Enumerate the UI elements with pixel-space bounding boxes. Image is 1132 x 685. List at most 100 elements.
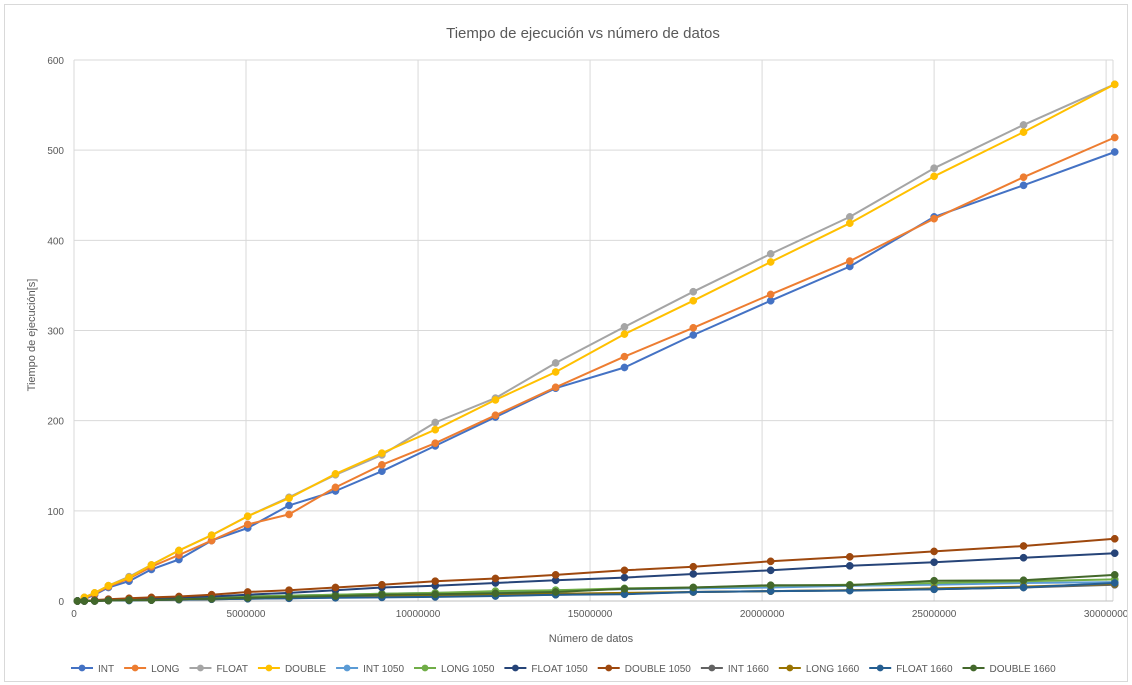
data-point [378, 460, 386, 469]
legend-swatch-marker [197, 664, 204, 672]
data-point [378, 580, 386, 589]
data-point [689, 331, 698, 339]
data-point [147, 561, 156, 569]
data-point [90, 597, 99, 605]
legend-label: LONG 1660 [806, 664, 860, 675]
data-point [1110, 133, 1119, 142]
legend-label: FLOAT 1660 [896, 664, 953, 675]
series-double [73, 80, 1119, 605]
data-point [551, 359, 560, 367]
series-line [77, 151, 1116, 602]
legend-label: DOUBLE 1050 [625, 664, 692, 675]
data-point [243, 512, 252, 521]
legend-swatch-marker [421, 664, 429, 672]
data-point [491, 574, 500, 583]
legend-swatch-marker [786, 664, 794, 672]
data-point [175, 546, 183, 555]
y-tick-label: 600 [47, 56, 64, 67]
data-point [285, 510, 293, 519]
plot-series [73, 80, 1119, 605]
data-point [378, 449, 386, 457]
data-point [620, 584, 629, 593]
series-float-1050 [73, 549, 1119, 605]
legend-item: LONG [124, 664, 180, 675]
data-point [766, 566, 775, 575]
data-point [930, 164, 938, 173]
data-point [431, 577, 440, 586]
y-axis-title: Tiempo de ejecución[s] [26, 279, 38, 392]
data-point [551, 368, 560, 376]
legend-item: DOUBLE [257, 664, 326, 675]
data-point [1110, 549, 1119, 558]
data-point [689, 583, 698, 592]
data-point [331, 592, 340, 600]
data-point [104, 581, 113, 590]
data-point [125, 596, 133, 604]
data-point [491, 396, 500, 404]
data-point [243, 520, 252, 529]
data-point [930, 172, 938, 181]
data-point [431, 439, 440, 448]
legend-swatch-marker [78, 664, 86, 672]
data-point [1110, 148, 1119, 156]
data-point [207, 531, 216, 540]
legend-label: INT 1660 [728, 664, 769, 675]
series-line [76, 83, 1116, 602]
legend-item: FLOAT 1660 [869, 664, 953, 675]
legend-label: DOUBLE [285, 664, 326, 675]
data-point [331, 483, 340, 492]
data-point [620, 363, 629, 372]
legend-label: INT 1050 [363, 664, 404, 675]
legend-item: FLOAT 1050 [504, 664, 588, 675]
data-point [845, 257, 854, 265]
chart-frame: Tiempo de ejecución vs número de datos 0… [4, 4, 1128, 682]
series-int [73, 148, 1119, 605]
data-point [331, 470, 340, 478]
data-point [930, 585, 938, 594]
data-point [431, 425, 440, 434]
data-point [125, 573, 133, 582]
legend-item: FLOAT [189, 664, 248, 675]
chart-title: Tiempo de ejecución vs número de datos [446, 25, 720, 42]
data-point [1019, 553, 1028, 562]
legend-swatch-marker [343, 664, 351, 672]
y-tick-label: 200 [47, 417, 64, 428]
data-point [1110, 534, 1119, 543]
data-point [766, 581, 775, 590]
y-tick-label: 500 [47, 146, 64, 157]
data-point [689, 323, 698, 332]
data-point [1019, 576, 1028, 585]
data-point [285, 593, 293, 601]
data-point [845, 561, 854, 570]
legend-item: LONG 1660 [778, 664, 860, 675]
y-tick-label: 0 [58, 597, 64, 608]
data-point [930, 576, 938, 585]
x-tick-label: 30000000 [1084, 609, 1127, 620]
legend-label: DOUBLE 1660 [990, 664, 1057, 675]
data-point [80, 597, 89, 605]
data-point [243, 593, 252, 602]
data-point [1110, 579, 1119, 587]
x-tick-label: 10000000 [396, 609, 441, 620]
legend-swatch-marker [876, 664, 884, 672]
chart-svg: Tiempo de ejecución vs número de datos 0… [26, 25, 1127, 675]
data-point [689, 570, 698, 578]
data-point [766, 250, 775, 258]
data-point [431, 590, 440, 599]
data-point [930, 558, 938, 567]
data-point [551, 588, 560, 596]
data-point [766, 290, 775, 299]
legend-swatch-marker [708, 664, 716, 672]
data-point [285, 501, 293, 510]
x-tick-label: 15000000 [568, 609, 613, 620]
data-point [1019, 121, 1028, 129]
data-point [1019, 173, 1028, 182]
legend-label: LONG [151, 664, 180, 675]
axes: 0 100 200 300 400 500 600 0 5000000 10000000 15000… [47, 56, 1127, 620]
x-tick-label: 25000000 [912, 609, 957, 620]
legend-item: DOUBLE 1660 [962, 664, 1057, 675]
grid-lines [73, 59, 1114, 602]
x-tick-label: 0 [71, 609, 77, 620]
data-point [845, 552, 854, 561]
data-point [620, 566, 629, 575]
